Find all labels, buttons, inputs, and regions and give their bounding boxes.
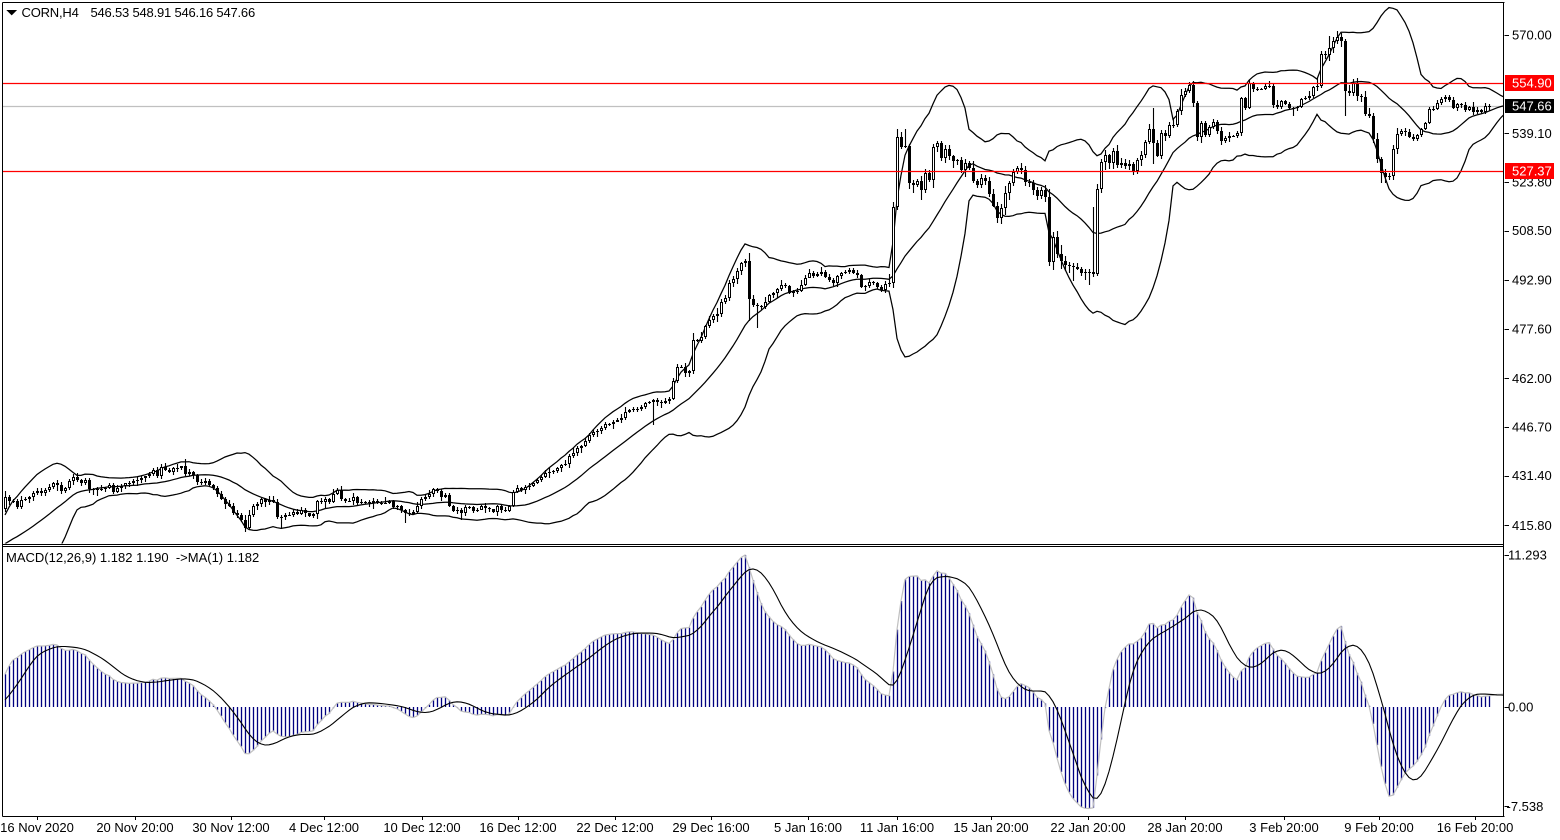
- svg-text:CORN,H4: CORN,H4: [22, 5, 79, 20]
- svg-text:20 Nov 20:00: 20 Nov 20:00: [96, 820, 173, 835]
- svg-text:4 Dec 12:00: 4 Dec 12:00: [289, 820, 359, 835]
- svg-text:22 Dec 12:00: 22 Dec 12:00: [576, 820, 653, 835]
- svg-text:0.00: 0.00: [1508, 700, 1533, 715]
- svg-text:5 Jan 16:00: 5 Jan 16:00: [774, 820, 842, 835]
- svg-text:431.40: 431.40: [1512, 468, 1552, 483]
- svg-text:22 Jan 20:00: 22 Jan 20:00: [1050, 820, 1125, 835]
- svg-text:546.53 548.91 546.16 547.66: 546.53 548.91 546.16 547.66: [91, 5, 255, 20]
- svg-text:11 Jan 16:00: 11 Jan 16:00: [860, 820, 934, 835]
- svg-text:508.50: 508.50: [1512, 223, 1552, 238]
- svg-text:3 Feb 20:00: 3 Feb 20:00: [1249, 820, 1318, 835]
- svg-text:547.66: 547.66: [1512, 99, 1552, 114]
- svg-text:539.10: 539.10: [1512, 126, 1552, 141]
- svg-text:415.80: 415.80: [1512, 518, 1552, 533]
- svg-text:446.70: 446.70: [1512, 420, 1552, 435]
- svg-text:554.90: 554.90: [1512, 76, 1552, 91]
- svg-text:15 Jan 20:00: 15 Jan 20:00: [953, 820, 1028, 835]
- svg-text:11.293: 11.293: [1508, 548, 1547, 563]
- svg-text:16 Dec 12:00: 16 Dec 12:00: [479, 820, 556, 835]
- svg-text:-7.538: -7.538: [1507, 799, 1544, 814]
- svg-text:570.00: 570.00: [1512, 28, 1552, 43]
- svg-text:527.37: 527.37: [1512, 164, 1552, 179]
- svg-text:462.00: 462.00: [1512, 371, 1552, 386]
- svg-text:MACD(12,26,9) 1.182 1.190 ->M: MACD(12,26,9) 1.182 1.190 ->MA(1) 1.182: [6, 550, 259, 565]
- svg-text:477.60: 477.60: [1512, 321, 1552, 336]
- svg-text:28 Jan 20:00: 28 Jan 20:00: [1147, 820, 1222, 835]
- svg-text:16 Feb 20:00: 16 Feb 20:00: [1437, 820, 1514, 835]
- svg-text:10 Dec 12:00: 10 Dec 12:00: [383, 820, 460, 835]
- svg-text:30 Nov 12:00: 30 Nov 12:00: [192, 820, 269, 835]
- svg-text:9 Feb 20:00: 9 Feb 20:00: [1344, 820, 1413, 835]
- svg-text:492.90: 492.90: [1512, 273, 1552, 288]
- svg-text:29 Dec 16:00: 29 Dec 16:00: [672, 820, 749, 835]
- svg-text:16 Nov 2020: 16 Nov 2020: [0, 820, 74, 835]
